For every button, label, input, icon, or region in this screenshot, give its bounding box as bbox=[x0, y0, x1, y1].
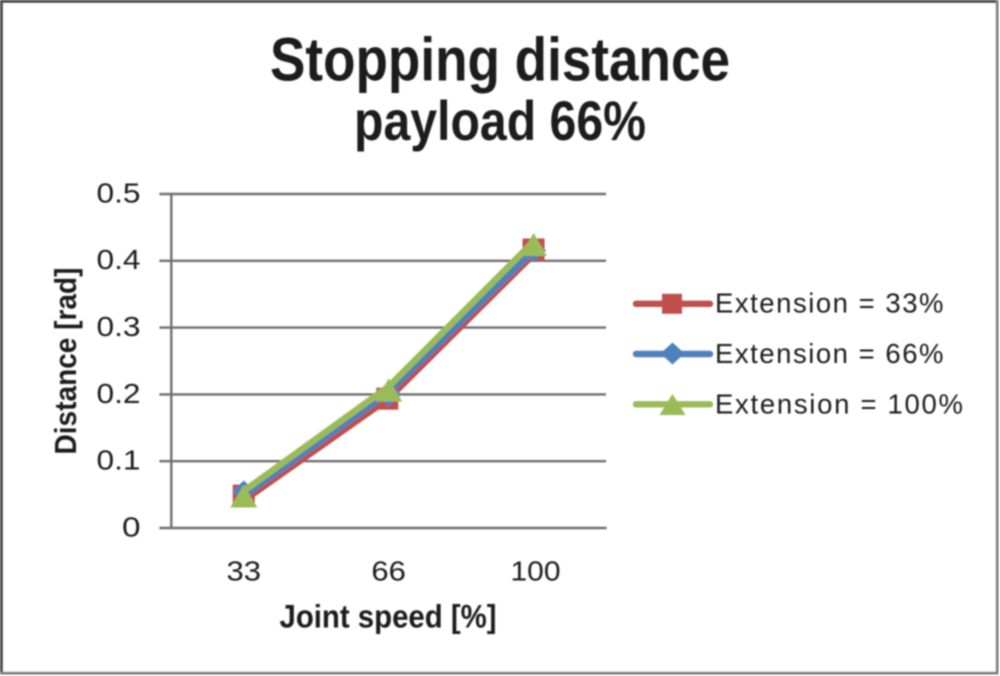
svg-text:Extension = 33%: Extension = 33% bbox=[715, 288, 944, 319]
svg-text:0.4: 0.4 bbox=[97, 244, 141, 275]
svg-text:33: 33 bbox=[227, 556, 262, 587]
svg-text:Extension = 66%: Extension = 66% bbox=[715, 338, 944, 369]
svg-text:0.1: 0.1 bbox=[97, 445, 141, 476]
svg-text:66: 66 bbox=[371, 556, 406, 587]
svg-text:0.3: 0.3 bbox=[97, 311, 141, 342]
svg-text:payload 66%: payload 66% bbox=[354, 90, 646, 152]
svg-text:0.2: 0.2 bbox=[97, 378, 141, 409]
svg-text:100: 100 bbox=[511, 556, 561, 587]
svg-text:Joint speed [%]: Joint speed [%] bbox=[280, 599, 497, 635]
svg-text:Extension = 100%: Extension = 100% bbox=[715, 389, 963, 420]
svg-text:Stopping distance: Stopping distance bbox=[270, 26, 730, 94]
svg-text:0.5: 0.5 bbox=[97, 177, 141, 208]
svg-text:0: 0 bbox=[122, 511, 141, 542]
svg-text:Distance [rad]: Distance [rad] bbox=[48, 268, 83, 455]
